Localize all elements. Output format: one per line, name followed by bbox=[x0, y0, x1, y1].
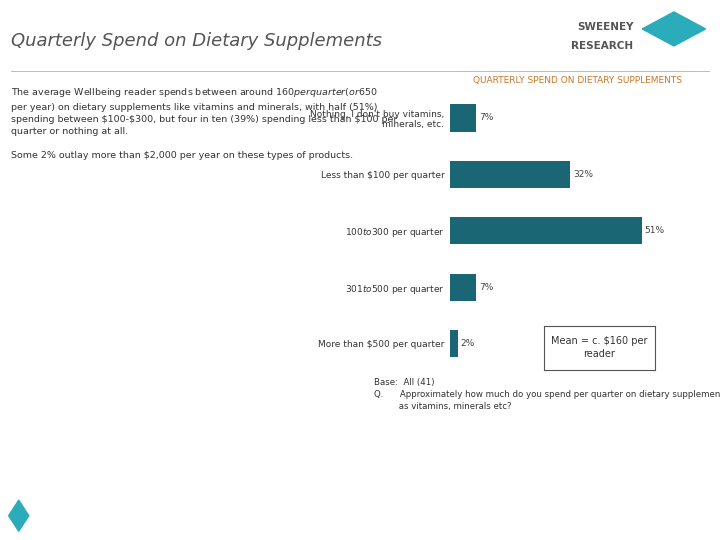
Text: RESEARCH: RESEARCH bbox=[572, 41, 634, 51]
Bar bbox=[450, 104, 477, 132]
Text: SWEENEY: SWEENEY bbox=[577, 22, 634, 32]
Text: 7%: 7% bbox=[480, 283, 494, 292]
Text: The average Wellbeing reader spends between around $160 per quarter (or $650
per: The average Wellbeing reader spends betw… bbox=[11, 86, 397, 160]
Text: 0: 0 bbox=[680, 511, 686, 520]
Text: Quarterly Spend on Dietary Supplements: Quarterly Spend on Dietary Supplements bbox=[11, 31, 382, 50]
Text: 7%: 7% bbox=[480, 113, 494, 123]
Text: 51%: 51% bbox=[644, 226, 665, 235]
Text: Wellbeing Readers Survey - 15493: Wellbeing Readers Survey - 15493 bbox=[450, 511, 614, 520]
Title: QUARTERLY SPEND ON DIETARY SUPPLEMENTS: QUARTERLY SPEND ON DIETARY SUPPLEMENTS bbox=[473, 77, 683, 85]
Polygon shape bbox=[642, 12, 706, 46]
Bar bbox=[450, 330, 457, 357]
Polygon shape bbox=[9, 500, 29, 531]
Text: July 2007: July 2007 bbox=[572, 511, 616, 520]
Bar bbox=[450, 217, 642, 245]
Text: SWEENEY RESEARCH: SWEENEY RESEARCH bbox=[39, 509, 202, 523]
Text: Base:  All (41)
Q.      Approximately how much do you spend per quarter on dieta: Base: All (41) Q. Approximately how much… bbox=[374, 378, 720, 411]
Bar bbox=[450, 161, 570, 188]
Text: 2%: 2% bbox=[461, 339, 474, 348]
Bar bbox=[450, 274, 477, 301]
Text: 32%: 32% bbox=[573, 170, 593, 179]
Text: Mean = c. $160 per
reader: Mean = c. $160 per reader bbox=[551, 336, 648, 359]
